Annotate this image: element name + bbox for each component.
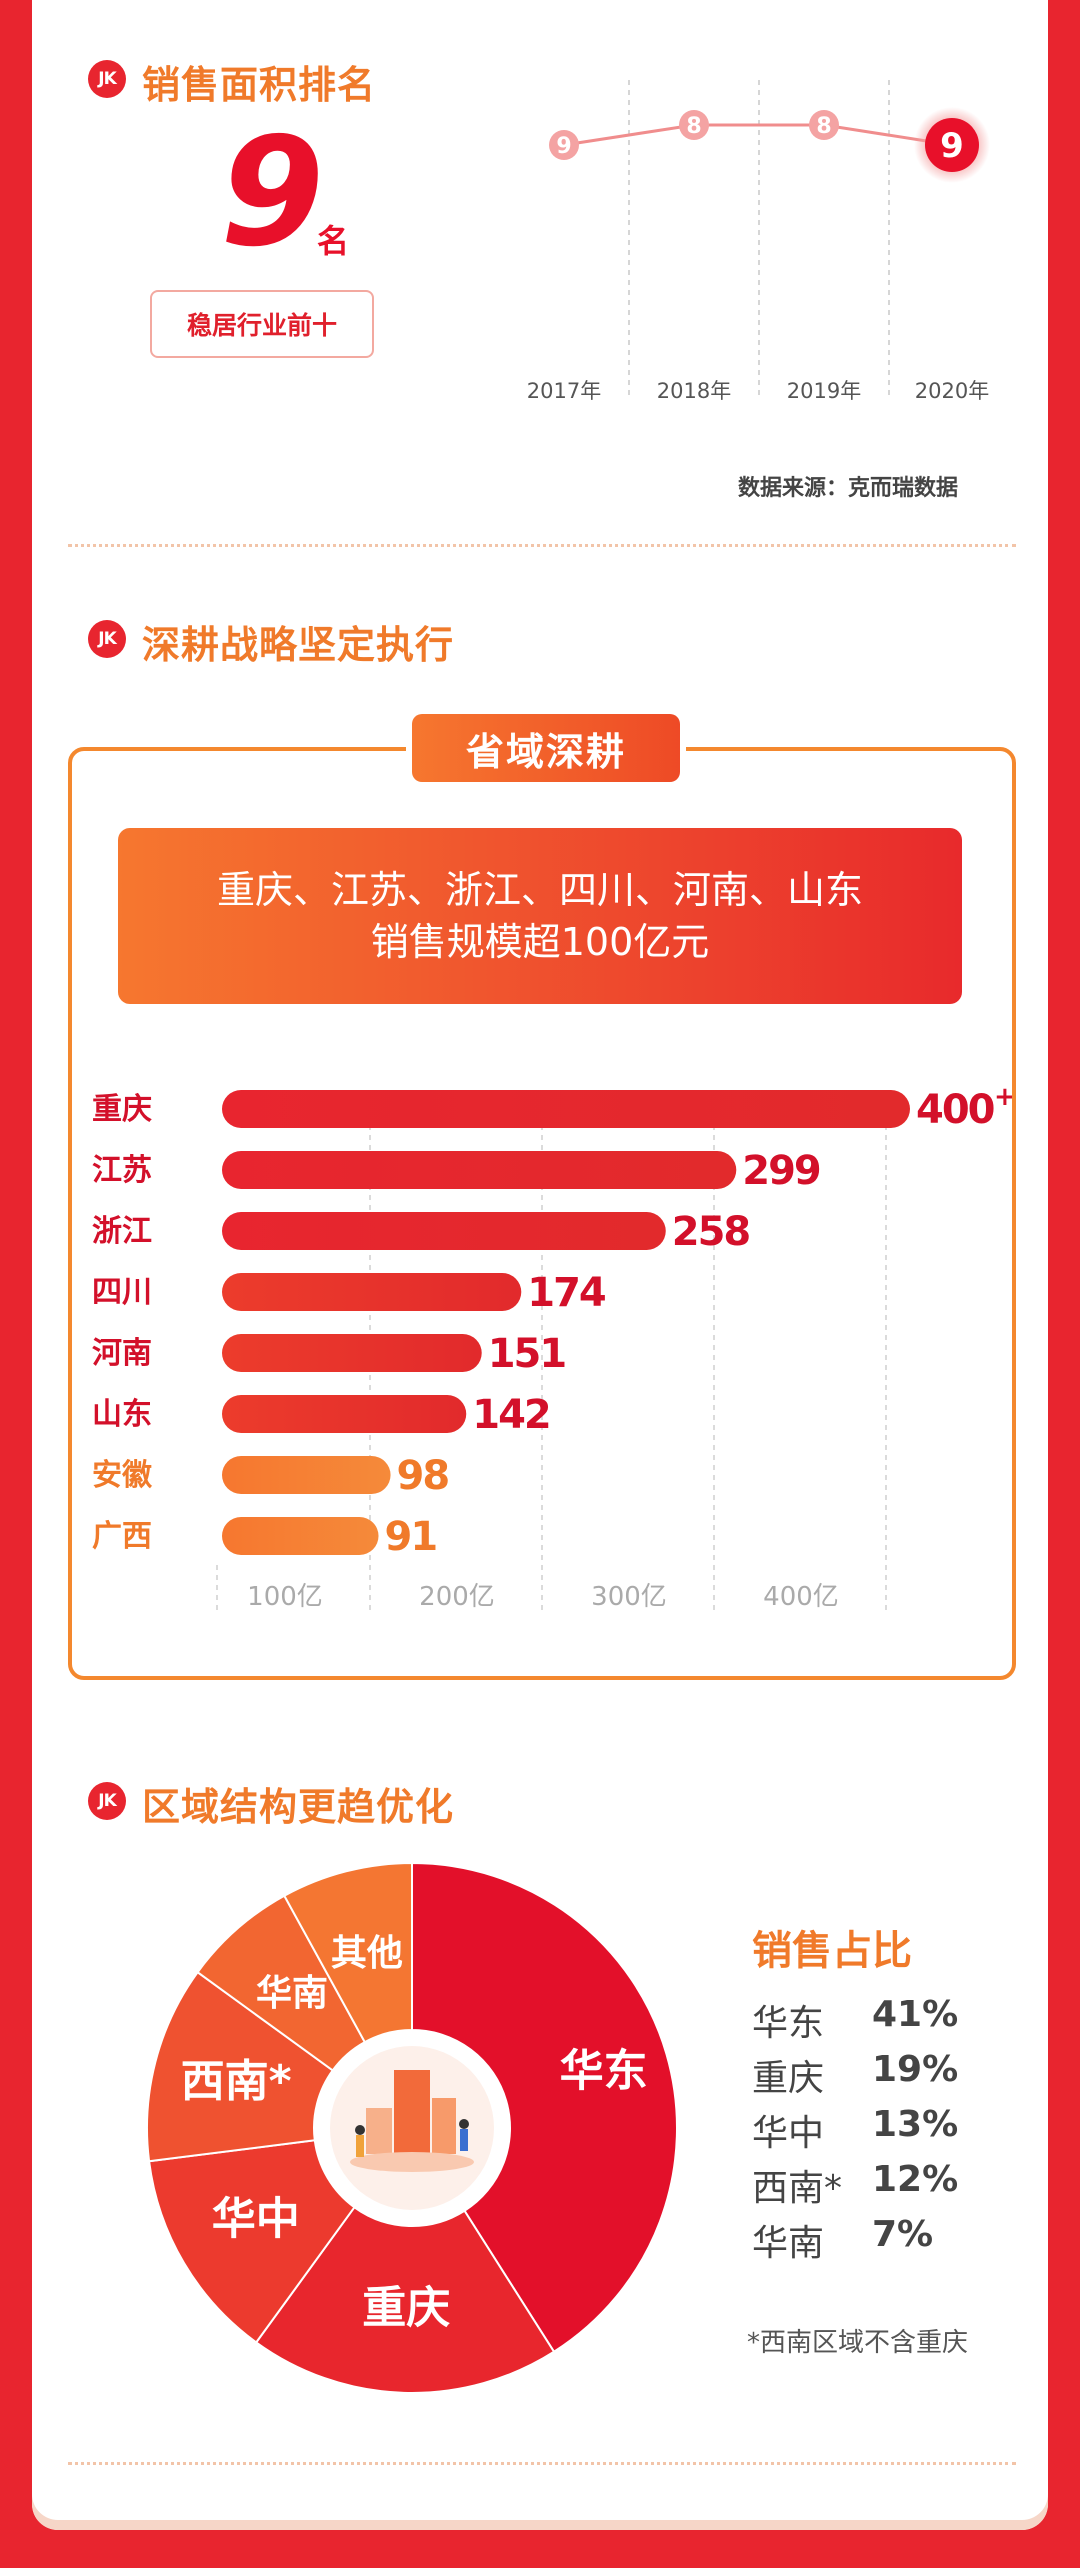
divider: [68, 544, 1016, 547]
rank-point-label: 9: [556, 134, 571, 159]
bar-category-label: 重庆: [92, 1092, 152, 1127]
x-tick-label: 2017年: [527, 379, 601, 403]
share-label: 西南*: [752, 2168, 843, 2209]
share-label: 华中: [752, 2113, 825, 2154]
province-banner: 重庆、江苏、浙江、四川、河南、山东 销售规模超100亿元: [118, 828, 962, 1004]
building-icon: [432, 2098, 456, 2154]
share-label: 重庆: [752, 2058, 825, 2099]
share-row: 西南* 12%: [752, 2159, 958, 2211]
bar: [222, 1395, 467, 1433]
jk-badge-icon: JK: [88, 620, 126, 658]
jk-badge-icon: JK: [88, 1782, 126, 1820]
bar: [222, 1456, 391, 1494]
bar-x-tick: 400亿: [763, 1582, 839, 1612]
bar-x-tick: 100亿: [247, 1582, 323, 1612]
x-tick-label: 2018年: [657, 379, 731, 403]
ground-icon: [350, 2152, 474, 2172]
person-icon: [460, 2129, 468, 2151]
share-row: 华东 41%: [752, 1994, 958, 2046]
building-icon: [394, 2070, 430, 2154]
share-pct: 12%: [872, 2159, 959, 2200]
donut-slice: [411, 1861, 678, 2354]
rank-point: [679, 110, 709, 140]
bar: [222, 1273, 522, 1311]
jk-badge-icon: JK: [88, 60, 126, 98]
rank-line: [563, 123, 953, 147]
share-pct: 7%: [872, 2214, 934, 2255]
bar: [222, 1334, 482, 1372]
rank-point-label: 8: [816, 114, 831, 139]
person-icon: [459, 2119, 469, 2129]
donut-slice: [147, 2139, 356, 2344]
bar-category-label: 广西: [92, 1519, 152, 1554]
bar-value-label: 151: [488, 1331, 566, 1377]
bar: [222, 1212, 666, 1250]
rank-number: 9: [220, 106, 325, 280]
bar-value-label: 91: [385, 1514, 437, 1560]
donut-slice-label: 其他: [331, 1933, 403, 1974]
bar-value-label: 299: [742, 1148, 820, 1194]
bar-value-label: 142: [472, 1392, 550, 1438]
section-title-strategy: 深耕战略坚定执行: [142, 623, 455, 667]
bar-category-label: 河南: [92, 1336, 152, 1371]
donut-slice-label: 华南: [256, 1973, 328, 2014]
share-row: 华南 7%: [752, 2214, 933, 2266]
donut-slice-label: 西南*: [181, 2056, 292, 2107]
share-pct: 13%: [872, 2104, 959, 2145]
bar-value-label: 98: [397, 1453, 449, 1499]
share-label: 华南: [752, 2223, 825, 2264]
province-bar-chart: 100亿 200亿 300亿 400亿 重庆 400 + 江苏 299 浙江 258 四川 174 河南 1…: [92, 1082, 1012, 1615]
bar-category-label: 江苏: [92, 1153, 152, 1188]
bar-x-tick: 300亿: [591, 1582, 667, 1612]
bar-value-label: 258: [672, 1209, 750, 1255]
person-icon: [355, 2125, 365, 2135]
bar: [222, 1090, 910, 1128]
data-source: 数据来源：克而瑞数据: [737, 476, 958, 501]
footnote: *西南区域不含重庆: [747, 2328, 969, 2358]
rank-point-label: 8: [686, 114, 701, 139]
donut-slice: [146, 1970, 335, 2163]
divider: [68, 2462, 1016, 2465]
x-tick-label: 2019年: [787, 379, 861, 403]
share-row: 重庆 19%: [752, 2049, 958, 2101]
share-label: 华东: [752, 2003, 825, 2044]
rank-line-chart: 9 2017年 8 2018年 8 2019年 9 2020年: [527, 80, 990, 403]
bar-category-label: 浙江: [92, 1214, 152, 1249]
building-icon: [366, 2108, 392, 2154]
rank-point-label: 9: [940, 126, 964, 166]
banner-line-2: 销售规模超100亿元: [370, 920, 710, 964]
bar-value-suffix: +: [994, 1082, 1012, 1112]
bar-category-label: 四川: [92, 1275, 152, 1310]
bar-value-label: 400: [916, 1087, 994, 1133]
share-pct: 19%: [872, 2049, 959, 2090]
donut-slice-label: 华中: [212, 2193, 300, 2244]
infographic-card: JK 销售面积排名 9 名 稳居行业前十 9 2017年 8 2018年 8 2019年 9…: [32, 0, 1048, 2530]
bar: [222, 1517, 379, 1555]
bar-category-label: 安徽: [92, 1458, 153, 1493]
banner-line-1: 重庆、江苏、浙江、四川、河南、山东: [216, 868, 863, 912]
rank-tag: 稳居行业前十: [150, 290, 374, 358]
x-tick-label: 2020年: [915, 379, 989, 403]
rank-point: [925, 118, 979, 172]
rank-point: [809, 110, 839, 140]
share-row: 华中 13%: [752, 2104, 958, 2156]
donut-slice-label: 华东: [560, 2045, 648, 2096]
bar: [222, 1151, 737, 1189]
bar-x-tick: 200亿: [419, 1582, 495, 1612]
bar-category-label: 山东: [92, 1397, 152, 1432]
rank-point: [549, 130, 579, 160]
province-tab: 省域深耕: [412, 714, 680, 782]
donut-slice-label: 重庆: [362, 2282, 450, 2333]
donut-slice: [254, 2205, 556, 2394]
share-pct: 41%: [872, 1994, 959, 2035]
section-title-region: 区域结构更趋优化: [142, 1785, 455, 1829]
person-icon: [356, 2135, 364, 2157]
section-title-rank: 销售面积排名: [142, 63, 377, 107]
rank-unit: 名: [317, 222, 350, 260]
bar-value-label: 174: [527, 1270, 605, 1316]
donut-slice: [282, 1861, 413, 2044]
share-title: 销售占比: [752, 1928, 912, 1974]
